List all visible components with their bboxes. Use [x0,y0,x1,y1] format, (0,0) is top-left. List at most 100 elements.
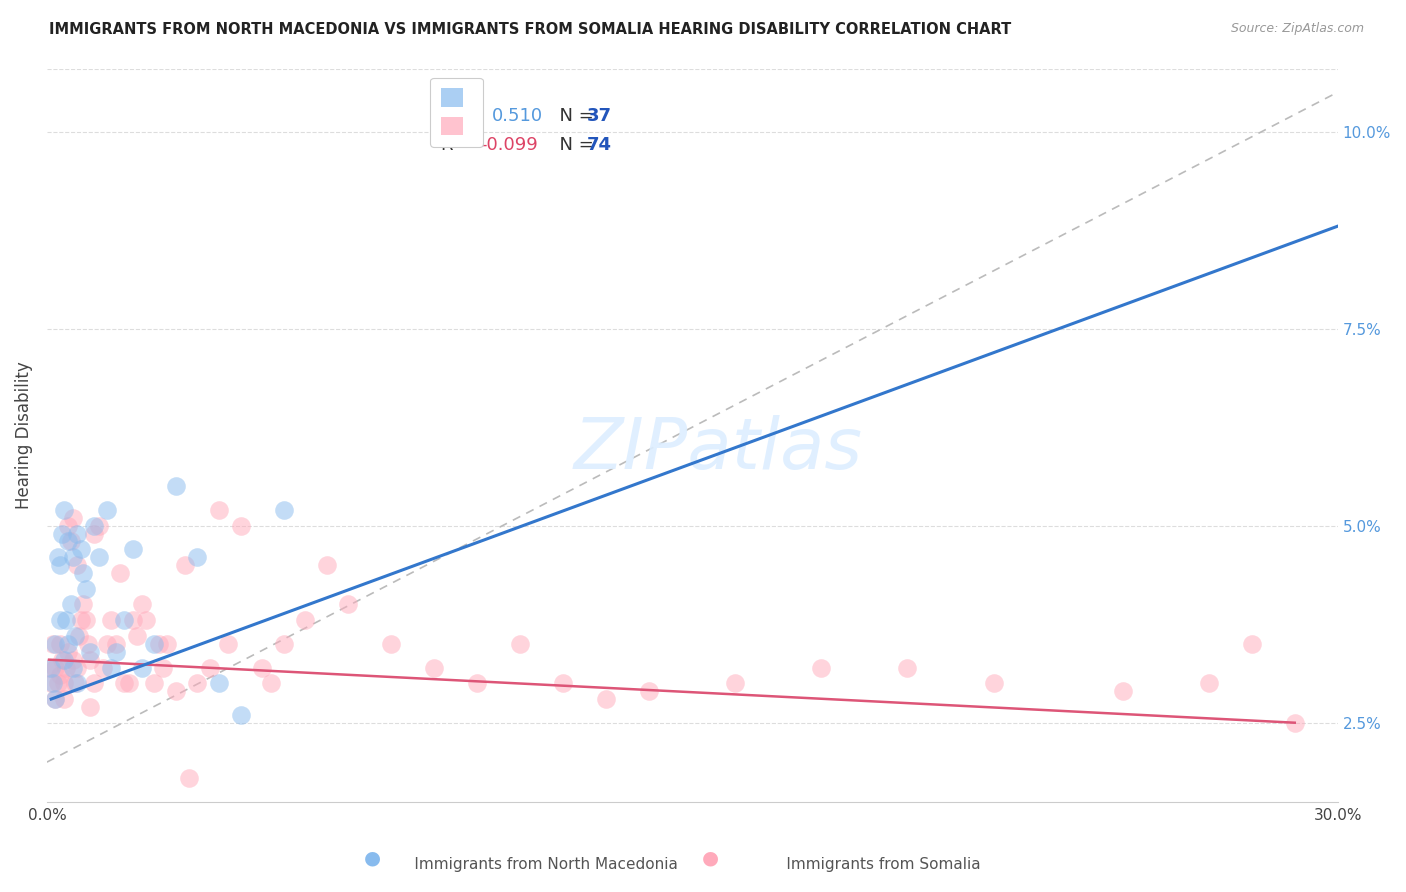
Point [42,676,65,690]
Point [143,676,166,690]
Point [423,660,446,674]
Point [100,660,122,674]
Y-axis label: Hearing Disability: Hearing Disability [15,361,32,509]
Point [49,668,72,682]
Point [208,676,231,690]
Point [135,613,157,627]
Text: ZIPatlas: ZIPatlas [574,415,863,484]
Text: N =: N = [548,136,599,154]
Point [104,645,127,659]
Point [112,676,135,690]
Point [87,550,110,565]
Point [59,534,82,549]
Point [177,771,200,785]
Point [91,660,114,674]
Point [58,518,80,533]
Point [465,676,488,690]
Point [983,676,1005,690]
Point [553,676,575,690]
Point [72,566,94,580]
Point [250,660,273,674]
Text: ●: ● [702,848,718,867]
Point [87,518,110,533]
Point [83,518,105,533]
Point [217,637,239,651]
Point [66,526,89,541]
Point [595,692,617,706]
Point [229,518,252,533]
Point [46,676,69,690]
Point [112,613,135,627]
Text: R =: R = [440,136,479,154]
Point [44,692,66,706]
Point [273,637,295,651]
Point [259,676,281,690]
Text: 37: 37 [586,107,612,125]
Point [62,653,84,667]
Point [70,542,93,557]
Point [127,629,149,643]
Point [53,653,76,667]
Point [76,637,98,651]
Point [38,660,60,674]
Point [58,637,80,651]
Point [46,550,69,565]
Point [143,637,166,651]
Point [62,510,84,524]
Text: 0.510: 0.510 [492,107,543,125]
Point [63,676,86,690]
Point [55,660,77,674]
Point [49,558,72,572]
Point [294,613,316,627]
Point [156,637,179,651]
Point [315,558,337,572]
Point [51,653,73,667]
Point [44,660,66,674]
Point [63,629,86,643]
Point [148,637,170,651]
Point [58,645,80,659]
Point [67,629,90,643]
Point [96,503,118,517]
Point [380,637,402,651]
Point [53,503,76,517]
Point [896,660,918,674]
Point [165,479,187,493]
Text: -0.099: -0.099 [481,136,538,154]
Point [229,707,252,722]
Point [53,676,76,690]
Text: ●: ● [364,848,381,867]
Legend: , : , [430,78,482,147]
Point [39,676,62,690]
Point [51,526,73,541]
Point [49,637,72,651]
Point [273,503,295,517]
Point [42,637,65,651]
Point [53,692,76,706]
Point [96,637,118,651]
Point [117,676,139,690]
Text: R =: R = [440,107,485,125]
Point [44,692,66,706]
Point [66,660,89,674]
Point [83,676,105,690]
Point [186,550,208,565]
Point [75,582,97,596]
Point [1240,637,1263,651]
Point [72,598,94,612]
Text: N =: N = [548,107,599,125]
Point [79,645,101,659]
Point [208,503,231,517]
Point [152,660,174,674]
Point [58,534,80,549]
Text: 74: 74 [586,136,612,154]
Point [173,558,195,572]
Point [39,660,62,674]
Point [186,676,208,690]
Text: Source: ZipAtlas.com: Source: ZipAtlas.com [1230,22,1364,36]
Point [165,684,187,698]
Point [62,660,84,674]
Point [70,613,93,627]
Point [55,613,77,627]
Point [100,613,122,627]
